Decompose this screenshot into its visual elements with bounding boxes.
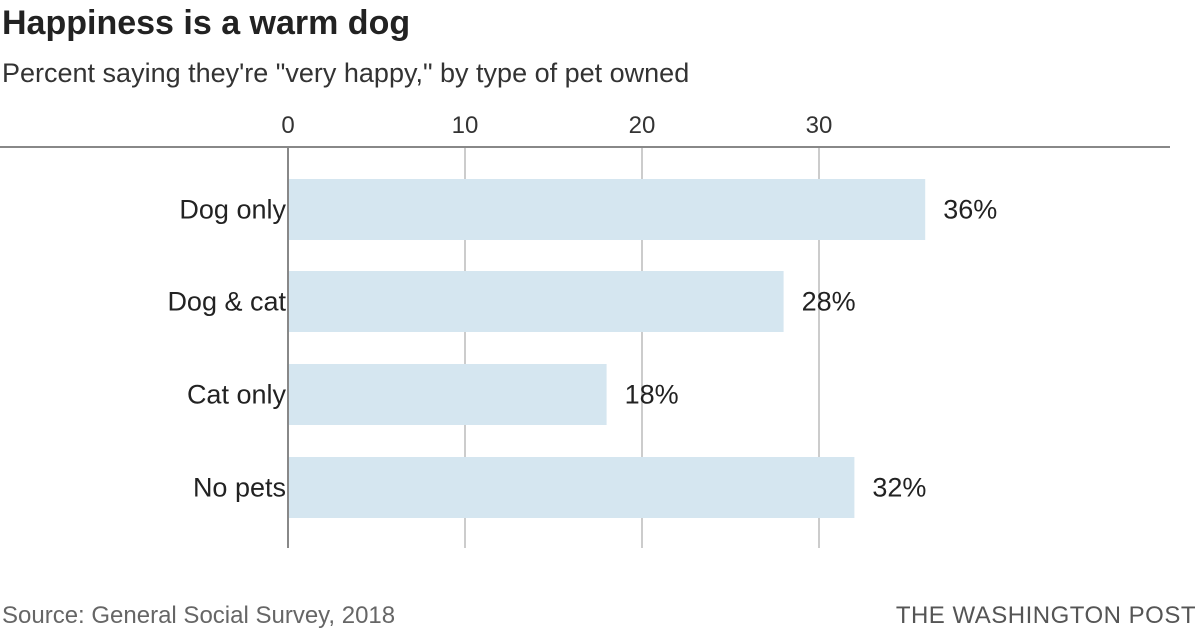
data-label: 36%: [943, 195, 997, 225]
category-label: Cat only: [187, 380, 287, 410]
source-note: Source: General Social Survey, 2018: [2, 602, 396, 629]
publisher-credit: THE WASHINGTON POST: [895, 602, 1196, 629]
x-tick-label: 30: [806, 112, 833, 139]
data-label: 18%: [625, 380, 679, 410]
data-label: 28%: [802, 287, 856, 317]
bar: [288, 179, 926, 240]
category-label: No pets: [193, 473, 286, 503]
bar: [288, 457, 855, 518]
x-tick-label: 0: [281, 112, 294, 139]
bar: [288, 271, 784, 332]
data-label: 32%: [872, 473, 926, 503]
chart-title: Happiness is a warm dog: [2, 4, 411, 42]
chart-subtitle: Percent saying they're "very happy," by …: [2, 58, 690, 88]
x-tick-label: 20: [629, 112, 656, 139]
x-tick-label: 10: [452, 112, 479, 139]
category-label: Dog & cat: [167, 287, 286, 317]
category-label: Dog only: [179, 195, 286, 225]
bar: [288, 364, 607, 425]
